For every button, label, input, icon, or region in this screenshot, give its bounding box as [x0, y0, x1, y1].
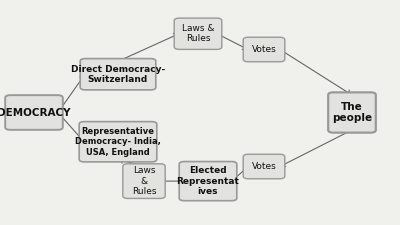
- FancyBboxPatch shape: [179, 162, 237, 201]
- FancyBboxPatch shape: [79, 122, 157, 162]
- FancyBboxPatch shape: [174, 18, 222, 50]
- Text: Votes: Votes: [252, 45, 276, 54]
- Text: DEMOCRACY: DEMOCRACY: [0, 108, 71, 117]
- FancyBboxPatch shape: [243, 37, 285, 62]
- Text: Laws
&
Rules: Laws & Rules: [132, 166, 156, 196]
- Text: The
people: The people: [332, 102, 372, 123]
- FancyBboxPatch shape: [243, 154, 285, 179]
- FancyBboxPatch shape: [328, 92, 376, 133]
- Text: Direct Democracy-
Switzerland: Direct Democracy- Switzerland: [71, 65, 165, 84]
- FancyBboxPatch shape: [80, 58, 156, 90]
- FancyBboxPatch shape: [123, 164, 165, 198]
- Text: Representative
Democracy- India,
USA, England: Representative Democracy- India, USA, En…: [75, 127, 161, 157]
- FancyBboxPatch shape: [5, 95, 63, 130]
- Text: Laws &
Rules: Laws & Rules: [182, 24, 214, 43]
- Text: Elected
Representat
ives: Elected Representat ives: [176, 166, 240, 196]
- Text: Votes: Votes: [252, 162, 276, 171]
